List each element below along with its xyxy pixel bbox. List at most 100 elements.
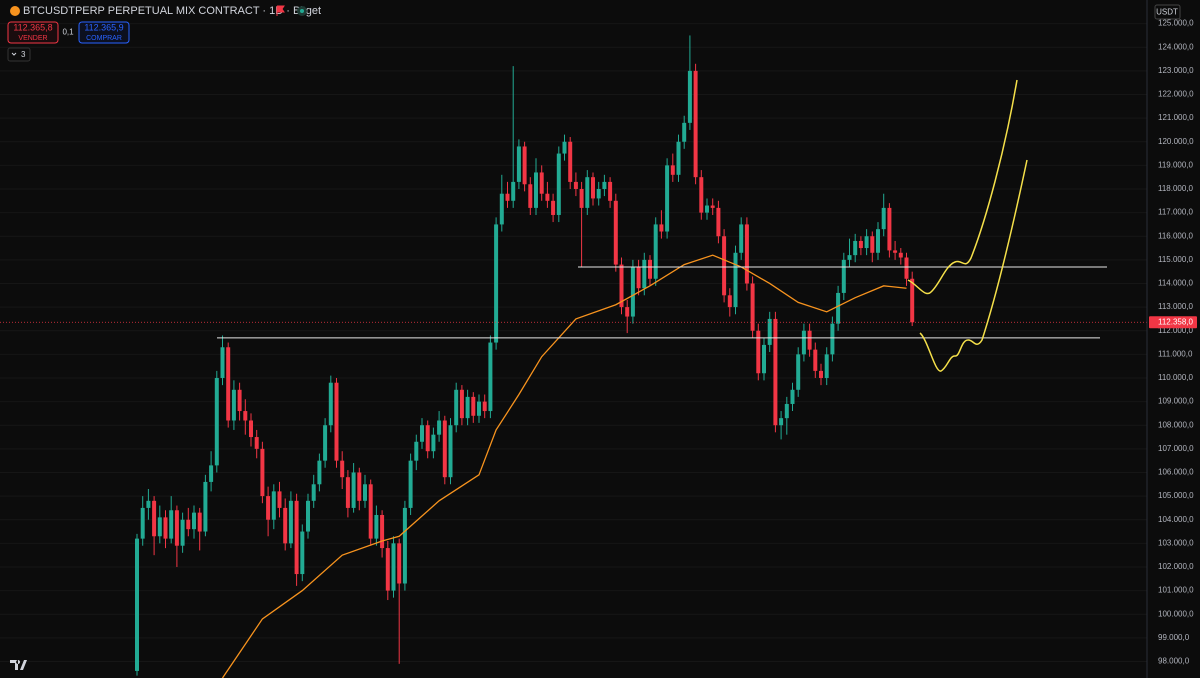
candle-body [420,425,424,442]
candle-body [180,519,185,546]
candle-body [317,460,322,485]
chart-title[interactable]: BTCUSDTPERP PERPETUAL MIX CONTRACT · 1D … [23,5,321,17]
candle-body [425,425,430,452]
candle-body [169,510,174,539]
candle-body [152,500,157,537]
candle-body [727,295,732,308]
candle-body [864,236,869,249]
candle-body [465,396,470,419]
candle-body [437,420,442,435]
candle-body [562,141,567,154]
sell-button[interactable] [7,21,59,44]
candle-body [670,165,675,175]
buy-price[interactable]: 112.365,9 [84,22,123,32]
candle-body [209,465,214,482]
candle-body [539,172,544,194]
candle-body [613,200,618,265]
y-tick-label: 124.000,0 [1158,42,1194,51]
candle-body [784,403,789,419]
candle-body [767,318,772,345]
candle-body [146,500,151,508]
currency-button[interactable] [1154,4,1181,20]
buy-button[interactable] [78,21,130,44]
candle-body [687,70,692,123]
candle-body [482,401,487,412]
y-tick-label: 108.000,0 [1158,420,1194,429]
candle-body [591,177,595,199]
candle-body [528,184,533,208]
candle-body [311,484,316,501]
candle-body [197,512,202,532]
candle-body [898,252,903,258]
candle-body [630,266,635,317]
candle-body [494,224,499,343]
candle-body [579,188,584,208]
candle-body [249,420,253,438]
y-tick-label: 120.000,0 [1158,137,1194,146]
candle-body [254,437,259,449]
candle-body [135,538,139,671]
candle-body [699,177,704,213]
y-tick-label: 110.000,0 [1158,373,1194,382]
candle-body [710,205,715,208]
y-tick-label: 117.000,0 [1158,208,1194,217]
candle-body [357,472,362,501]
candle-body [790,389,795,404]
status-dot [300,9,304,13]
plot [0,23,1147,678]
tradingview-logo[interactable] [10,660,27,670]
y-tick-label: 104.000,0 [1158,515,1194,524]
indicators-count[interactable]: 3 [21,50,26,59]
y-tick-label: 112.000,0 [1158,326,1194,335]
candle-body [499,193,504,225]
sell-price[interactable]: 112.365,8 [13,22,52,32]
candle-body [534,172,538,208]
y-tick-label: 118.000,0 [1158,184,1194,193]
y-tick-label: 99.000,0 [1158,633,1190,642]
sell-label[interactable]: VENDER [18,35,47,42]
candle-body [243,411,248,421]
candle-body [801,330,806,355]
candle-body [847,255,852,260]
indicators-toggle[interactable] [7,47,31,62]
candle-body [722,236,727,296]
candle-body [306,500,310,532]
candle-body [887,207,892,251]
candle-body [716,207,721,237]
candle-body [756,330,761,374]
y-tick-label: 114.000,0 [1158,279,1194,288]
candle-body [556,153,561,215]
candle-body [260,448,265,497]
candle-body [380,514,385,549]
candle-body [773,318,778,426]
candle-body [648,259,652,279]
flag-icon[interactable] [276,5,285,16]
buy-label[interactable]: COMPRAR [86,35,122,42]
y-tick-label: 111.000,0 [1158,349,1193,358]
candle-body [830,323,835,355]
candle-body [397,543,402,584]
candle-body [676,141,681,175]
candle-body [454,389,459,426]
candle-body [762,344,766,374]
candle-body [585,177,590,208]
candle-body [853,240,858,256]
candle-body [214,377,219,466]
y-tick-label: 98.000,0 [1158,657,1190,666]
candle-body [271,491,276,520]
candle-body [876,229,880,253]
candle-body [374,514,379,539]
candle-body [841,259,846,293]
candle-body [619,264,624,308]
candle-body [192,512,196,530]
candle-body [904,257,909,279]
candle-body [408,460,413,508]
candle-body [807,330,812,350]
y-tick-label: 115.000,0 [1158,255,1194,264]
y-tick-label: 100.000,0 [1158,609,1194,618]
candle-body [442,420,447,478]
currency[interactable]: USDT [1156,8,1178,17]
y-tick-label: 101.000,0 [1158,586,1194,595]
candle-body [516,146,521,182]
